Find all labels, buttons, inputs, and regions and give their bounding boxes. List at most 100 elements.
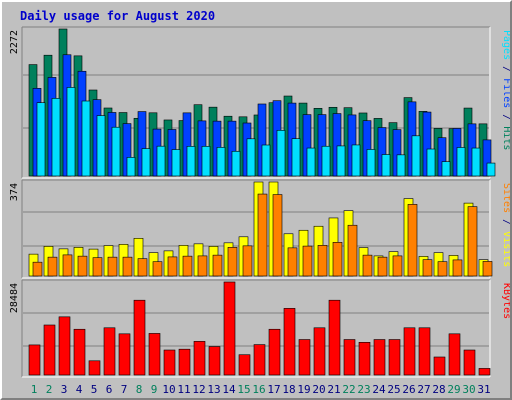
x-tick-label-27: 27 [417,383,430,396]
x-tick-label-1: 1 [31,383,38,396]
bar-pages-day-13 [216,147,226,177]
bar-kbytes-day-31 [478,368,491,376]
x-tick-label-20: 20 [312,383,325,396]
bar-sites-day-17 [272,194,283,277]
x-tick-label-8: 8 [136,383,143,396]
bar-kbytes-day-16 [253,344,266,376]
bar-sites-day-8 [137,258,148,277]
bar-pages-day-28 [441,161,451,177]
bar-kbytes-day-11 [178,348,191,376]
bar-pages-day-5 [96,115,106,177]
bar-sites-day-3 [62,254,73,277]
axis-max-label: 28484 [9,283,20,313]
bar-sites-day-23 [362,254,373,277]
side-label: KBytes [501,283,510,319]
bar-kbytes-day-14 [223,281,236,376]
x-tick-label-29: 29 [447,383,460,396]
x-tick-label-18: 18 [282,383,295,396]
bar-sites-day-26 [407,204,418,277]
bar-pages-day-31 [486,162,496,177]
x-tick-label-30: 30 [462,383,475,396]
bar-kbytes-day-7 [118,333,131,376]
x-tick-label-2: 2 [46,383,53,396]
side-label-part: / [501,213,510,231]
bar-sites-day-29 [452,259,463,277]
bar-kbytes-day-27 [418,327,431,376]
bar-kbytes-day-3 [58,316,71,376]
x-tick-label-28: 28 [432,383,445,396]
x-tick-label-4: 4 [76,383,83,396]
bar-pages-day-8 [141,148,151,177]
bar-pages-day-16 [261,144,271,177]
bar-pages-day-26 [411,135,421,177]
bar-sites-day-6 [107,256,118,277]
bar-pages-day-7 [126,157,136,177]
side-label-part: Files [501,78,510,108]
bar-kbytes-day-13 [208,346,221,376]
x-tick-label-22: 22 [342,383,355,396]
bar-sites-day-25 [392,255,403,277]
bar-sites-day-5 [92,257,103,277]
x-tick-label-15: 15 [237,383,250,396]
bar-sites-day-11 [182,255,193,277]
bar-sites-day-21 [332,242,343,277]
bar-kbytes-day-26 [403,327,416,376]
bar-sites-day-9 [152,261,163,277]
bar-kbytes-day-30 [463,349,476,376]
bar-pages-day-29 [456,147,466,177]
axis-max-label: 374 [9,183,20,201]
bar-pages-day-10 [171,149,181,177]
bar-kbytes-day-29 [448,333,461,376]
bar-pages-day-23 [366,149,376,177]
side-label-part: Pages [501,30,510,60]
bar-kbytes-day-15 [238,354,251,376]
x-tick-label-11: 11 [177,383,190,396]
side-label-part: Visits [501,231,510,267]
x-tick-label-16: 16 [252,383,265,396]
bar-kbytes-day-6 [103,327,116,376]
bar-pages-day-14 [231,150,241,177]
bar-pages-day-22 [351,144,361,177]
bar-sites-day-30 [467,206,478,277]
x-tick-label-24: 24 [372,383,386,396]
side-label-part: / [501,108,510,126]
bar-pages-day-4 [81,100,91,177]
x-tick-label-21: 21 [327,383,340,396]
bar-sites-day-7 [122,256,133,277]
bar-sites-day-28 [437,261,448,277]
x-tick-label-12: 12 [192,383,205,396]
bar-sites-day-14 [227,247,238,277]
bar-sites-day-16 [257,193,268,277]
bar-pages-day-6 [111,126,121,177]
bar-kbytes-day-12 [193,341,206,376]
bar-pages-day-19 [306,147,316,177]
bar-kbytes-day-17 [268,328,281,376]
x-tick-label-7: 7 [121,383,128,396]
x-tick-label-25: 25 [387,383,400,396]
bar-pages-day-25 [396,154,406,177]
bar-kbytes-day-18 [283,308,296,376]
x-tick-label-10: 10 [162,383,175,396]
bar-pages-day-11 [186,146,196,177]
bar-sites-day-27 [422,259,433,277]
bar-sites-day-24 [377,256,388,277]
bar-pages-day-24 [381,154,391,177]
bar-sites-day-19 [302,245,313,277]
x-tick-label-14: 14 [222,383,236,396]
bar-pages-day-17 [276,130,286,177]
x-tick-label-13: 13 [207,383,220,396]
x-tick-label-31: 31 [477,383,490,396]
side-label-part: / [501,60,510,78]
bar-sites-day-18 [287,247,298,277]
x-tick-label-23: 23 [357,383,370,396]
bar-sites-day-1 [32,261,43,277]
bar-kbytes-day-10 [163,349,176,376]
x-tick-label-19: 19 [297,383,310,396]
x-tick-label-9: 9 [151,383,158,396]
side-label-part: KBytes [501,283,510,319]
bar-sites-day-10 [167,256,178,277]
x-tick-label-6: 6 [106,383,113,396]
bar-kbytes-day-28 [433,356,446,376]
x-tick-label-17: 17 [267,383,280,396]
